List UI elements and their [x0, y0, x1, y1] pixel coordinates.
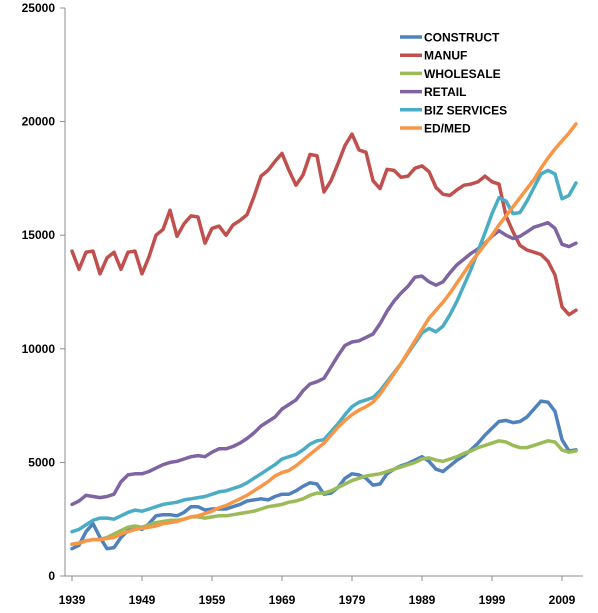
x-tick-label: 1959 — [199, 593, 226, 607]
y-tick-label: 20000 — [22, 115, 56, 129]
legend-label-biz-services: BIZ SERVICES — [424, 103, 507, 117]
legend-label-wholesale: WHOLESALE — [424, 67, 501, 81]
series-line-biz-services — [70, 168, 578, 534]
x-tick-label: 2009 — [549, 593, 576, 607]
x-tick-label: 1939 — [59, 593, 86, 607]
series-lines — [70, 122, 578, 551]
x-tick-label: 1999 — [479, 593, 506, 607]
x-axis-ticks: 1939 1949 1959 1969 1979 1989 1999 2009 — [59, 576, 576, 607]
x-tick-label: 1979 — [339, 593, 366, 607]
series-line-retail — [70, 220, 578, 507]
series-line-manuf — [70, 132, 578, 317]
x-tick-label: 1989 — [409, 593, 436, 607]
y-axis-ticks: 0 5000 10000 15000 20000 25000 — [22, 1, 65, 583]
series-line-ed-med — [70, 122, 578, 546]
series-line-wholesale — [70, 439, 578, 546]
y-tick-label: 10000 — [22, 342, 56, 356]
legend-label-manuf: MANUF — [424, 49, 467, 63]
x-tick-label: 1949 — [129, 593, 156, 607]
legend-label-construct: CONSTRUCT — [424, 31, 500, 45]
y-tick-label: 15000 — [22, 228, 56, 242]
y-tick-label: 5000 — [28, 455, 55, 469]
y-tick-label: 25000 — [22, 1, 56, 15]
x-tick-label: 1969 — [269, 593, 296, 607]
legend: CONSTRUCT MANUF WHOLESALE RETAIL BIZ SERVICE… — [400, 31, 507, 136]
y-tick-label: 0 — [48, 569, 55, 583]
legend-label-retail: RETAIL — [424, 85, 466, 99]
legend-label-ed-med: ED/MED — [424, 122, 471, 136]
axes — [64, 8, 583, 577]
